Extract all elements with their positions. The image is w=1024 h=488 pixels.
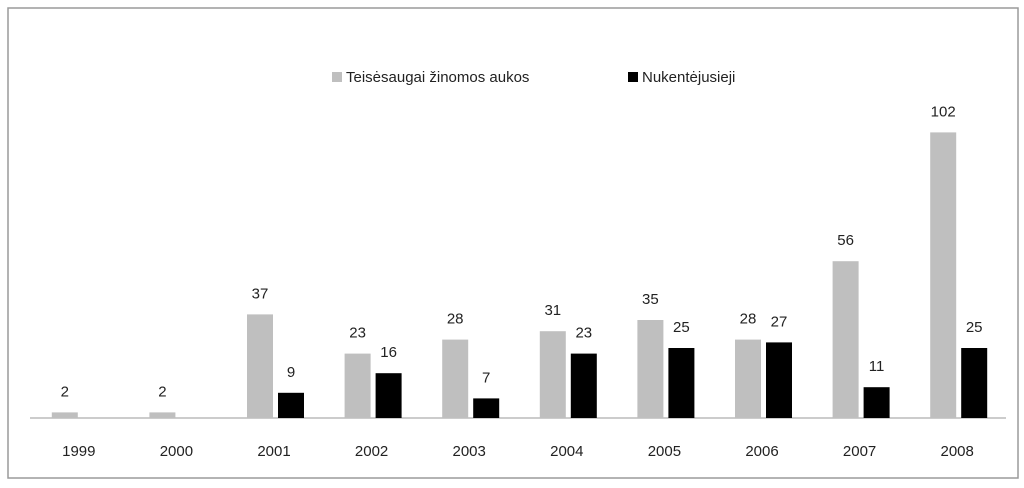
data-label: 11 xyxy=(869,358,885,375)
x-tick-label: 2005 xyxy=(648,443,681,460)
bar xyxy=(344,353,371,418)
bar xyxy=(668,348,695,418)
data-label: 37 xyxy=(252,285,269,302)
legend-swatch xyxy=(628,72,638,82)
legend-label: Teisėsaugai žinomos aukos xyxy=(346,69,529,86)
bar xyxy=(570,353,597,418)
x-tick-label: 1999 xyxy=(62,443,95,460)
x-tick-label: 2000 xyxy=(160,443,193,460)
x-tick-label: 2008 xyxy=(941,443,974,460)
x-tick-label: 2007 xyxy=(843,443,876,460)
data-label: 25 xyxy=(966,319,983,336)
x-tick-label: 2002 xyxy=(355,443,388,460)
data-label: 56 xyxy=(837,232,854,249)
data-label: 31 xyxy=(544,302,561,319)
x-tick-label: 2004 xyxy=(550,443,583,460)
data-label: 23 xyxy=(349,325,366,342)
bar xyxy=(375,373,402,418)
bar xyxy=(637,320,664,418)
bar xyxy=(442,339,469,418)
bar xyxy=(278,392,304,418)
bar xyxy=(961,348,988,418)
bar xyxy=(473,398,500,418)
data-label: 35 xyxy=(642,291,659,308)
legend-swatch xyxy=(332,72,342,82)
bar xyxy=(930,132,957,418)
x-tick-label: 2001 xyxy=(257,443,290,460)
bar xyxy=(832,261,859,418)
data-label: 2 xyxy=(61,383,69,400)
data-label: 23 xyxy=(575,325,592,342)
bar xyxy=(766,342,792,418)
data-label: 9 xyxy=(287,364,295,381)
legend-label: Nukentėjusieji xyxy=(642,69,735,86)
data-label: 2 xyxy=(158,383,166,400)
data-label: 27 xyxy=(771,313,788,330)
bar xyxy=(539,331,566,418)
data-label: 102 xyxy=(931,103,956,120)
bar xyxy=(735,339,761,418)
bar xyxy=(863,387,890,418)
data-label: 28 xyxy=(740,311,757,328)
data-label: 7 xyxy=(482,369,490,386)
x-tick-label: 2006 xyxy=(745,443,778,460)
data-label: 28 xyxy=(447,311,464,328)
bar xyxy=(149,412,176,418)
data-label: 25 xyxy=(673,319,690,336)
bar xyxy=(247,314,273,418)
x-tick-label: 2003 xyxy=(453,443,486,460)
bar xyxy=(51,412,78,418)
data-label: 16 xyxy=(380,344,397,361)
